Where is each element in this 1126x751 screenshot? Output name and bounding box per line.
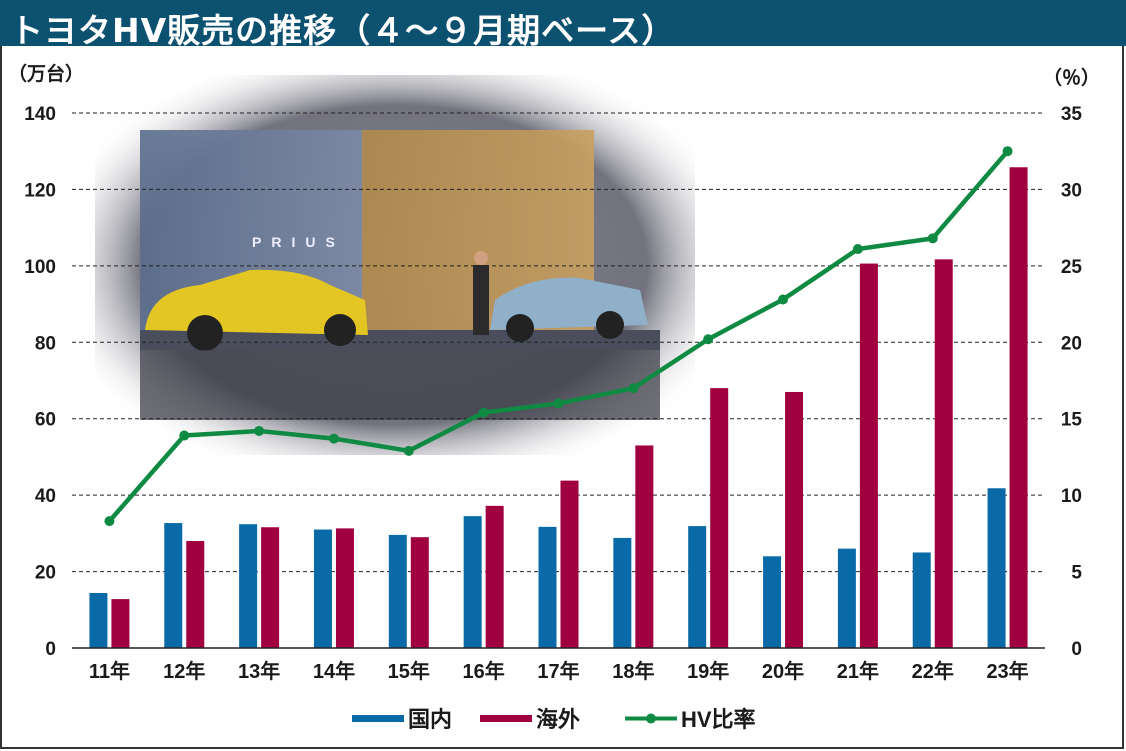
x-tick-label: 16年 (463, 659, 505, 683)
bar-overseas (635, 445, 654, 648)
y-axis-label-right: （％） (1043, 66, 1100, 89)
bar-overseas (934, 259, 953, 648)
bar-overseas (859, 263, 878, 648)
y-tick-left: 40 (35, 486, 56, 507)
prius-photo: PRIUS (95, 75, 695, 455)
bar-domestic (912, 552, 931, 648)
x-tick-label: 13年 (238, 659, 280, 683)
x-tick-label: 12年 (163, 659, 205, 683)
x-tick-label: 18年 (612, 659, 654, 683)
y-tick-left: 60 (35, 410, 56, 431)
legend-marker (646, 713, 656, 724)
chart-title: トヨタHV販売の推移（４～９月期ベース） (10, 11, 676, 50)
bar-domestic (987, 488, 1006, 648)
y-tick-left: 80 (35, 333, 56, 354)
y-tick-right: 0 (1071, 639, 1082, 660)
y-tick-left: 100 (24, 257, 56, 278)
bar-overseas (785, 391, 804, 648)
hv-ratio-point (1002, 146, 1013, 157)
y-tick-right: 35 (1061, 104, 1083, 125)
y-tick-right: 15 (1061, 410, 1083, 431)
bar-overseas (261, 527, 280, 648)
x-tick-label: 22年 (912, 659, 954, 683)
bar-domestic (388, 534, 407, 648)
hv-ratio-point (328, 433, 339, 444)
bar-domestic (538, 526, 557, 648)
bar-domestic (463, 516, 482, 648)
hv-ratio-point (254, 425, 265, 436)
bar-overseas (111, 599, 130, 648)
title-bar: トヨタHV販売の推移（４～９月期ベース） (0, 0, 1126, 50)
y-tick-left: 140 (24, 104, 56, 125)
legend-label: HV比率 (681, 707, 756, 732)
bar-domestic (239, 524, 258, 648)
y-tick-right: 10 (1061, 486, 1082, 507)
y-axis-label-left: （万台） (8, 62, 84, 85)
legend-label: 国内 (408, 707, 452, 732)
bar-domestic (763, 556, 782, 648)
hv-ratio-point (628, 383, 639, 394)
legend-label: 海外 (536, 707, 580, 732)
y-tick-right: 25 (1061, 257, 1083, 278)
hv-ratio-point (553, 398, 564, 409)
hv-ratio-point (179, 430, 190, 441)
y-tick-right: 30 (1061, 180, 1082, 201)
bar-overseas (335, 528, 354, 648)
bar-domestic (837, 548, 856, 648)
hv-ratio-point (927, 233, 938, 244)
hv-ratio-point (478, 407, 489, 418)
bar-overseas (410, 537, 429, 648)
bar-domestic (89, 592, 108, 648)
bar-overseas (485, 505, 504, 648)
x-tick-label: 21年 (837, 659, 879, 683)
bar-domestic (313, 529, 332, 648)
chart-frame (0, 46, 1124, 749)
x-tick-label: 17年 (537, 659, 579, 683)
x-tick-label: 19年 (687, 659, 729, 683)
hv-ratio-point (104, 516, 115, 527)
x-tick-label: 14年 (313, 659, 355, 683)
bar-overseas (186, 541, 205, 648)
bar-domestic (613, 537, 632, 648)
bar-overseas (560, 480, 579, 648)
hv-ratio-point (852, 244, 863, 255)
hv-ratio-point (778, 294, 789, 305)
x-tick-label: 15年 (388, 659, 430, 683)
hv-ratio-point (403, 445, 414, 456)
x-tick-label: 20年 (762, 659, 804, 683)
bar-overseas (1009, 167, 1028, 648)
bar-overseas (710, 388, 729, 648)
y-tick-left: 0 (45, 639, 56, 660)
hv-ratio-point (703, 334, 714, 345)
x-tick-label: 23年 (986, 659, 1028, 683)
legend-swatch (352, 715, 404, 722)
legend-swatch (480, 715, 532, 722)
y-tick-right: 5 (1071, 563, 1082, 584)
y-tick-right: 20 (1061, 333, 1082, 354)
bar-domestic (164, 523, 183, 648)
y-tick-left: 20 (35, 563, 56, 584)
svg-text:PRIUS: PRIUS (252, 234, 345, 250)
x-tick-label: 11年 (89, 659, 130, 683)
bar-domestic (688, 526, 707, 648)
y-tick-left: 120 (24, 180, 56, 201)
